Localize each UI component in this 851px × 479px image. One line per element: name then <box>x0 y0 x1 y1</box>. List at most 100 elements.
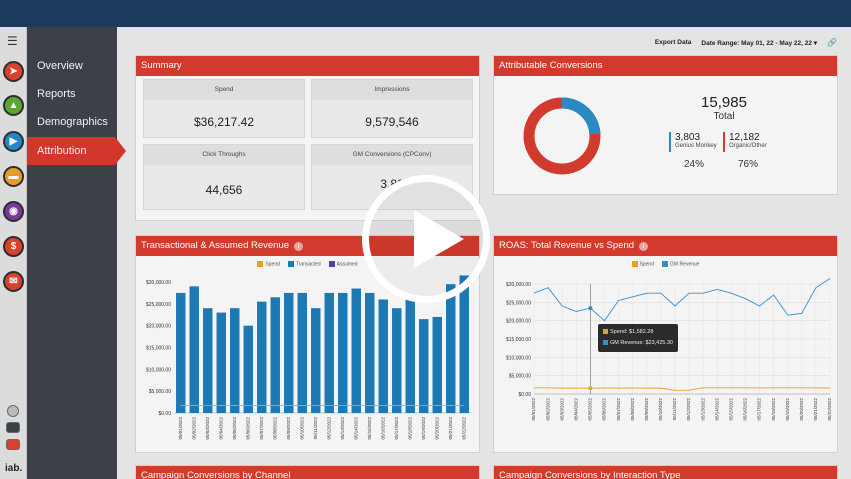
legend-spend[interactable]: Spend <box>257 261 280 267</box>
attributable-title: Attributable Conversions <box>494 56 837 76</box>
bar-transacted <box>392 308 402 413</box>
genius-label: Genius Monkey <box>675 143 717 149</box>
bar-transacted <box>203 308 213 413</box>
location-icon[interactable]: ◉ <box>3 201 24 222</box>
export-data-button[interactable]: Export Data <box>654 39 692 46</box>
bar-transacted <box>351 288 361 413</box>
x-tick-label: 05/08/2022 <box>272 417 277 440</box>
x-tick-label: 05/12/2022 <box>326 417 331 440</box>
bar-transacted <box>230 308 240 413</box>
interaction-conversions-title: Campaign Conversions by Interaction Type <box>494 466 837 479</box>
x-tick-label: 05/10/2022 <box>299 417 304 440</box>
legend-spend[interactable]: Spend <box>631 261 654 267</box>
roas-legend: Spend GM Revenue <box>494 261 837 267</box>
bar-transacted <box>176 292 186 413</box>
x-tick-label: 05/14/2022 <box>714 398 719 421</box>
chart-icon[interactable]: ▲ <box>3 95 24 116</box>
x-tick-label: 05/20/2022 <box>434 417 439 440</box>
play-icon[interactable]: ▶ <box>3 131 24 152</box>
bar-transacted <box>284 292 294 413</box>
chevron-down-icon: ▾ <box>813 39 818 47</box>
y-tick-label: $0.00 <box>518 392 531 398</box>
channel-conversions-panel: Campaign Conversions by Channel <box>135 465 480 479</box>
link-icon[interactable]: 🔗 <box>827 38 837 47</box>
donut-genius-segment <box>523 97 601 175</box>
x-tick-label: 05/03/2022 <box>205 417 210 440</box>
y-tick-label: $20,000.00 <box>506 319 531 325</box>
x-tick-label: 05/21/2022 <box>813 398 818 421</box>
x-tick-label: 05/20/2022 <box>799 398 804 421</box>
x-tick-label: 05/05/2022 <box>232 417 237 440</box>
bar-transacted <box>257 301 267 413</box>
revenue-legend: Spend Transacted Assumed <box>136 261 479 267</box>
bar-transacted <box>378 299 388 413</box>
interaction-conversions-panel: Campaign Conversions by Interaction Type <box>493 465 838 479</box>
help-icon[interactable] <box>6 439 20 450</box>
x-tick-label: 05/01/2022 <box>531 398 536 421</box>
monitor-icon[interactable] <box>6 422 20 433</box>
info-icon[interactable]: i <box>294 241 304 251</box>
y-tick-label: $15,000.00 <box>146 346 171 352</box>
x-tick-label: 05/22/2022 <box>827 398 832 421</box>
x-tick-label: 05/06/2022 <box>602 398 607 421</box>
genius-pct: 24% <box>684 159 705 170</box>
y-tick-label: $20,000.00 <box>146 324 171 330</box>
hover-point <box>588 386 593 391</box>
x-tick-label: 05/03/2022 <box>559 398 564 421</box>
attributable-conversions-panel: Attributable Conversions 15,985 Total 3,… <box>493 55 838 195</box>
total-value: 15,985 <box>701 94 747 111</box>
play-button[interactable] <box>362 175 490 303</box>
bar-transacted <box>311 308 321 413</box>
legend-transacted[interactable]: Transacted <box>287 261 321 267</box>
x-tick-label: 05/12/2022 <box>686 398 691 421</box>
x-tick-label: 05/06/2022 <box>245 417 250 440</box>
nav-item-attribution[interactable]: Attribution <box>27 137 126 165</box>
nav-item-reports[interactable]: Reports <box>37 88 76 100</box>
x-tick-label: 05/18/2022 <box>771 398 776 421</box>
video-icon[interactable]: ▬ <box>3 166 24 187</box>
settings-icon[interactable] <box>7 405 19 417</box>
date-range-label: Date Range: May 01, 22 - May 22, 22 <box>701 39 812 47</box>
y-tick-label: $5,000.00 <box>509 374 531 380</box>
x-tick-label: 05/15/2022 <box>729 398 734 421</box>
info-icon[interactable]: i <box>639 241 649 251</box>
x-tick-label: 05/17/2022 <box>757 398 762 421</box>
y-tick-label: $5,000.00 <box>149 389 171 395</box>
total-block: 15,985 Total <box>684 94 764 122</box>
y-tick-label: $30,000.00 <box>146 280 171 286</box>
menu-icon[interactable]: ☰ <box>7 34 18 48</box>
top-bar <box>0 0 851 27</box>
bar-transacted <box>270 297 280 413</box>
summary-title: Summary <box>136 56 479 76</box>
x-tick-label: 05/15/2022 <box>367 417 372 440</box>
bar-transacted <box>405 295 415 413</box>
nav-item-demographics[interactable]: Demographics <box>37 116 108 128</box>
bar-transacted <box>459 275 469 413</box>
rocket-icon[interactable]: ➤ <box>3 61 24 82</box>
y-tick-label: $10,000.00 <box>146 367 171 373</box>
legend-assumed[interactable]: Assumed <box>328 261 358 267</box>
x-tick-label: 05/01/2022 <box>178 417 183 440</box>
nav-item-overview[interactable]: Overview <box>37 60 83 72</box>
x-tick-label: 05/18/2022 <box>407 417 412 440</box>
summary-panel: Summary Spend $36,217.42 Impressions 9,5… <box>135 55 480 221</box>
y-tick-label: $25,000.00 <box>146 302 171 308</box>
x-tick-label: 05/21/2022 <box>448 417 453 440</box>
chat-icon[interactable]: ✉ <box>3 271 24 292</box>
dollar-icon[interactable]: $ <box>3 236 24 257</box>
legend-gm-revenue[interactable]: GM Revenue <box>662 261 699 267</box>
x-tick-label: 05/09/2022 <box>644 398 649 421</box>
x-tick-label: 05/10/2022 <box>658 398 663 421</box>
roas-panel: ROAS: Total Revenue vs Spend i Spend GM … <box>493 235 838 453</box>
x-tick-label: 05/16/2022 <box>380 417 385 440</box>
iab-logo: iab. <box>5 463 23 474</box>
organic-value: 12,182 <box>729 132 760 143</box>
y-tick-label: $10,000.00 <box>506 355 531 361</box>
date-range-select[interactable]: Date Range: May 01, 22 - May 22, 22 ▾ <box>701 39 817 47</box>
x-tick-label: 05/09/2022 <box>286 417 291 440</box>
total-label: Total <box>713 111 735 122</box>
bar-transacted <box>365 292 375 413</box>
bar-transacted <box>446 284 456 413</box>
hover-point <box>588 306 593 311</box>
x-tick-label: 05/08/2022 <box>630 398 635 421</box>
